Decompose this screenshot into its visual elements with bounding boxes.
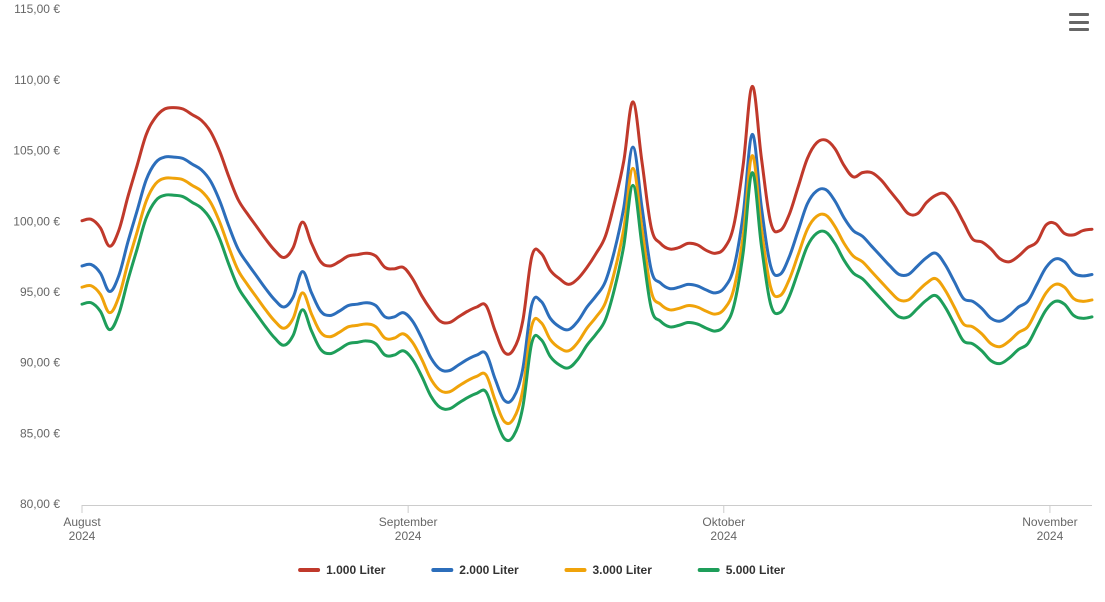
line-chart-svg: 80,00 € 85,00 € 90,00 € 95,00 € 100,00 € 105,… (0, 0, 1105, 602)
legend-label[interactable]: 5.000 Liter (726, 563, 786, 577)
series-line (82, 156, 1092, 424)
x-axis-month-label: November (1022, 515, 1077, 529)
series-line (82, 86, 1092, 354)
hamburger-icon (1069, 13, 1089, 16)
y-axis-tick-label: 85,00 € (20, 426, 60, 440)
x-axis-year-label: 2024 (395, 529, 422, 543)
x-axis-year-label: 2024 (710, 529, 737, 543)
x-axis-month-label: August (63, 515, 101, 529)
y-axis-tick-label: 105,00 € (13, 144, 60, 158)
y-axis-tick-label: 80,00 € (20, 497, 60, 511)
y-axis-tick-label: 100,00 € (13, 214, 60, 228)
legend-label[interactable]: 2.000 Liter (459, 563, 519, 577)
x-axis-month-label: Oktober (702, 515, 745, 529)
y-axis-tick-label: 110,00 € (14, 73, 60, 87)
x-axis-month-label: September (379, 515, 438, 529)
y-axis-tick-label: 115,00 € (14, 2, 60, 16)
chart-container: 80,00 € 85,00 € 90,00 € 95,00 € 100,00 € 105,… (0, 0, 1105, 602)
x-axis-year-label: 2024 (1037, 529, 1064, 543)
y-axis-tick-label: 95,00 € (20, 285, 60, 299)
legend-label[interactable]: 1.000 Liter (326, 563, 386, 577)
legend: 1.000 Liter 2.000 Liter 3.000 Liter 5.000 L… (300, 563, 785, 577)
y-axis-tick-label: 90,00 € (20, 356, 60, 370)
x-axis-year-label: 2024 (69, 529, 96, 543)
chart-menu-button[interactable] (1067, 10, 1091, 34)
legend-label[interactable]: 3.000 Liter (593, 563, 653, 577)
